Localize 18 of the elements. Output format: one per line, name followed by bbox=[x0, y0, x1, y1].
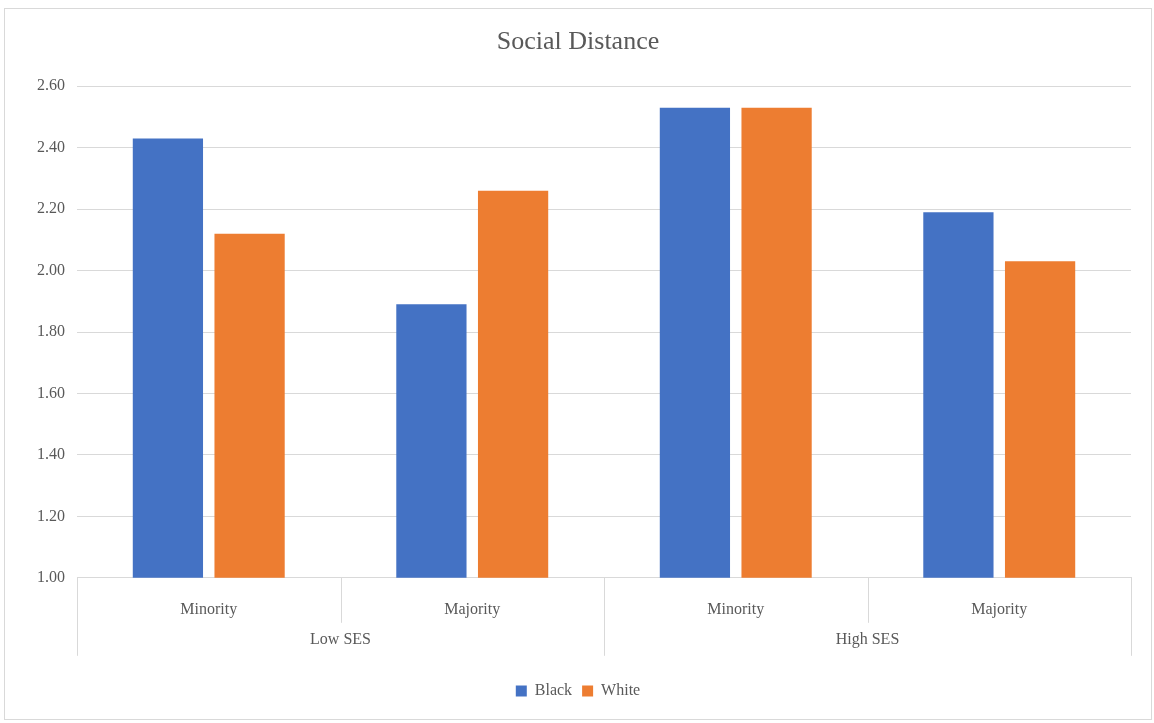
y-tick-label: 2.00 bbox=[37, 260, 65, 278]
text: High SES bbox=[835, 630, 900, 648]
chart-title: Social Distance bbox=[496, 26, 660, 56]
y-tick-label: 1.20 bbox=[37, 506, 65, 524]
x-tick-label: Minority bbox=[180, 599, 238, 618]
x-tick-label: Minority bbox=[707, 599, 765, 618]
y-tick-label: 1.60 bbox=[37, 383, 65, 401]
y-tick-label: 2.60 bbox=[37, 76, 65, 94]
y-tick-label: 2.40 bbox=[37, 137, 65, 155]
legend-label: Black bbox=[534, 681, 573, 699]
y-tick-label: 1.80 bbox=[37, 322, 65, 340]
legend-label: White bbox=[601, 681, 641, 699]
text: Low SES bbox=[310, 630, 371, 647]
y-tick-label: 2.20 bbox=[37, 199, 65, 217]
x-tick-label: Majority bbox=[444, 599, 501, 618]
y-tick-label: 1.40 bbox=[37, 445, 65, 463]
y-tick-label: 1.00 bbox=[37, 568, 65, 585]
x-tick-label: Majority bbox=[971, 599, 1028, 618]
